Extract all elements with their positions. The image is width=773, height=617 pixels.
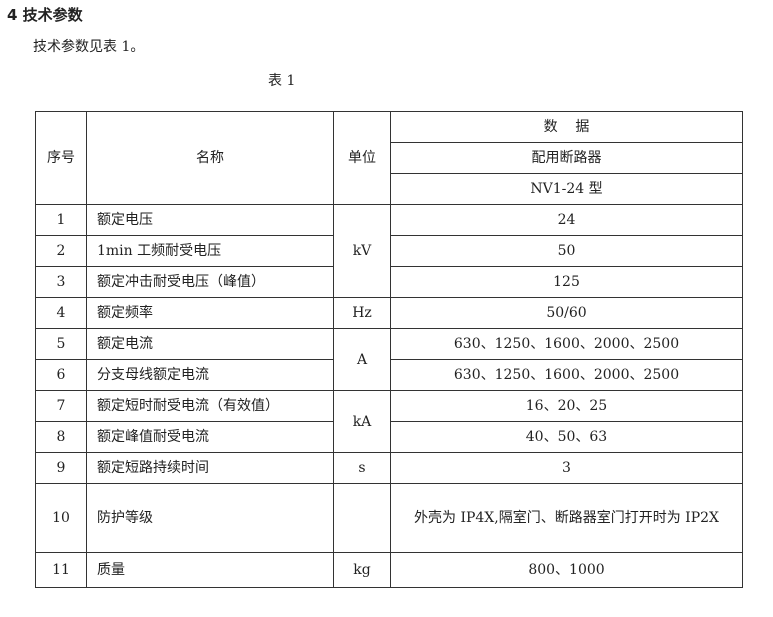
row-no: 8 bbox=[35, 421, 87, 453]
row-value: 24 bbox=[390, 204, 743, 236]
row-no: 5 bbox=[35, 328, 87, 360]
table-row: 4 额定频率 Hz 50/60 bbox=[35, 297, 743, 329]
row-value: 630、1250、1600、2000、2500 bbox=[390, 359, 743, 391]
row-value: 3 bbox=[390, 452, 743, 484]
header-model: NV1-24 型 bbox=[390, 173, 743, 205]
intro-paragraph: 技术参数见表 1。 bbox=[33, 39, 145, 55]
row-no: 10 bbox=[35, 483, 87, 553]
row-name: 额定冲击耐受电压（峰值） bbox=[86, 266, 334, 298]
table-row: 9 额定短路持续时间 s 3 bbox=[35, 452, 743, 484]
row-name: 额定短时耐受电流（有效值） bbox=[86, 390, 334, 422]
row-unit: kV bbox=[333, 204, 391, 298]
header-data: 数 据 bbox=[390, 111, 743, 143]
table-row: 2 1min 工频耐受电压 50 bbox=[35, 235, 743, 267]
row-name: 1min 工频耐受电压 bbox=[86, 235, 334, 267]
section-heading: 4 技术参数 bbox=[7, 6, 83, 24]
table-row: 3 额定冲击耐受电压（峰值） 125 bbox=[35, 266, 743, 298]
row-no: 4 bbox=[35, 297, 87, 329]
table-row: 10 防护等级 外壳为 IP4X,隔室门、断路器室门打开时为 IP2X bbox=[35, 483, 743, 553]
row-name: 额定短路持续时间 bbox=[86, 452, 334, 484]
row-name: 质量 bbox=[86, 552, 334, 588]
row-value: 50/60 bbox=[390, 297, 743, 329]
row-name: 防护等级 bbox=[86, 483, 334, 553]
row-value: 16、20、25 bbox=[390, 390, 743, 422]
row-value: 800、1000 bbox=[390, 552, 743, 588]
row-value: 50 bbox=[390, 235, 743, 267]
row-no: 2 bbox=[35, 235, 87, 267]
row-no: 11 bbox=[35, 552, 87, 588]
header-unit: 单位 bbox=[333, 111, 391, 205]
row-value: 630、1250、1600、2000、2500 bbox=[390, 328, 743, 360]
row-name: 分支母线额定电流 bbox=[86, 359, 334, 391]
row-no: 1 bbox=[35, 204, 87, 236]
table-row: 5 额定电流 A 630、1250、1600、2000、2500 bbox=[35, 328, 743, 391]
row-name: 额定峰值耐受电流 bbox=[86, 421, 334, 453]
row-value: 125 bbox=[390, 266, 743, 298]
row-no: 9 bbox=[35, 452, 87, 484]
row-unit: kA bbox=[333, 390, 391, 453]
header-name: 名称 bbox=[86, 111, 334, 205]
row-no: 7 bbox=[35, 390, 87, 422]
table-row: 8 额定峰值耐受电流 40、50、63 bbox=[35, 421, 743, 453]
row-unit: Hz bbox=[333, 297, 391, 329]
header-breaker: 配用断路器 bbox=[390, 142, 743, 174]
table-caption: 表 1 bbox=[268, 73, 296, 89]
table-row: 11 质量 kg 800、1000 bbox=[35, 552, 743, 588]
header-index: 序号 bbox=[35, 111, 87, 205]
row-unit: kg bbox=[333, 552, 391, 588]
row-unit: s bbox=[333, 452, 391, 484]
row-unit: A bbox=[333, 328, 391, 391]
row-value: 40、50、63 bbox=[390, 421, 743, 453]
row-no: 6 bbox=[35, 359, 87, 391]
tech-params-table: 序号 名称 单位 数 据 配用断路器 NV1-24 型 1 额定电压 kV 24… bbox=[35, 111, 743, 588]
row-value: 外壳为 IP4X,隔室门、断路器室门打开时为 IP2X bbox=[390, 483, 743, 553]
row-name: 额定电流 bbox=[86, 328, 334, 360]
table-row: 7 额定短时耐受电流（有效值） kA 16、20、25 bbox=[35, 390, 743, 453]
row-name: 额定频率 bbox=[86, 297, 334, 329]
header-row: 序号 名称 单位 数 据 bbox=[35, 111, 743, 205]
row-name: 额定电压 bbox=[86, 204, 334, 236]
table-row: 1 额定电压 kV 24 bbox=[35, 204, 743, 298]
row-unit bbox=[333, 483, 391, 553]
row-no: 3 bbox=[35, 266, 87, 298]
